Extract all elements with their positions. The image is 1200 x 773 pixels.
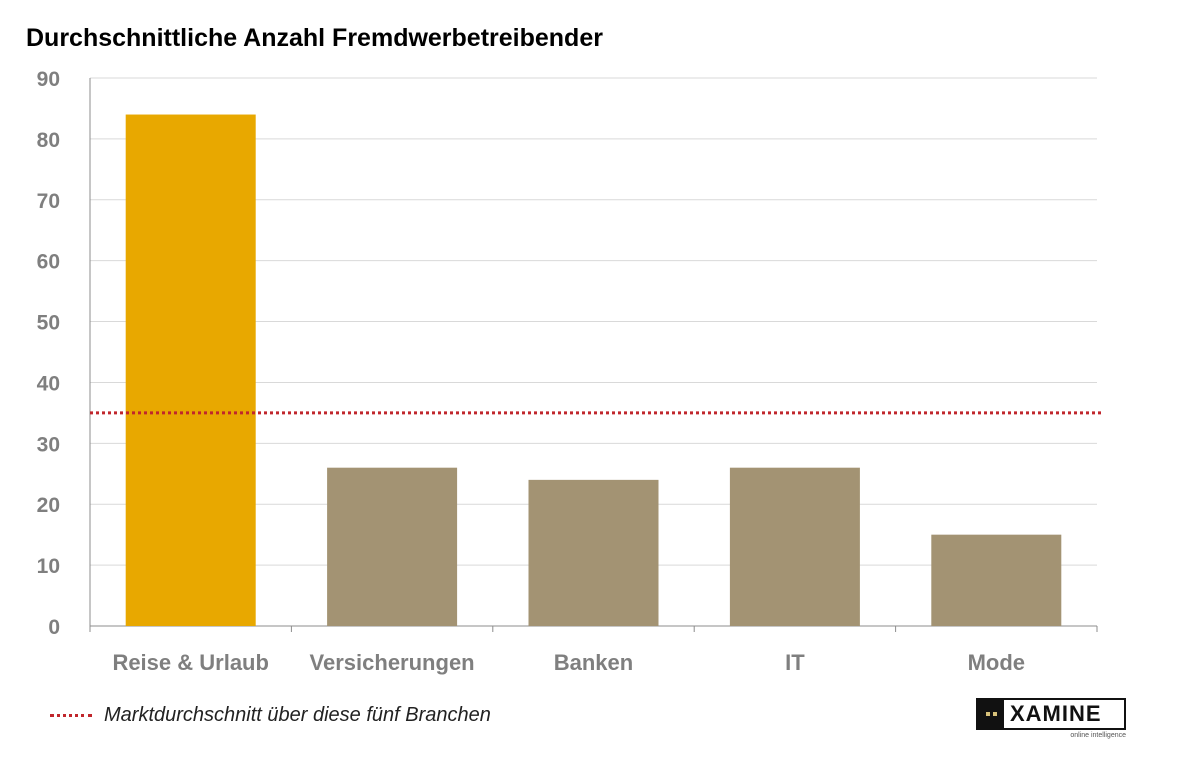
y-tick-label: 90 — [37, 68, 60, 91]
chart-title: Durchschnittliche Anzahl Fremdwerbetreib… — [26, 24, 603, 52]
legend: Marktdurchschnitt über diese fünf Branch… — [50, 704, 491, 727]
logo-text: XAMINE — [1010, 701, 1102, 726]
y-tick-label: 40 — [37, 372, 60, 395]
logo-tagline: online intelligence — [1070, 732, 1126, 739]
y-tick-label: 70 — [37, 190, 60, 213]
xamine-logo: XAMINE online intelligence — [976, 698, 1126, 739]
bar — [327, 467, 458, 626]
y-tick-label: 50 — [37, 312, 60, 335]
bar — [931, 534, 1062, 626]
y-tick-label: 10 — [37, 555, 60, 578]
y-tick-label: 20 — [37, 494, 60, 517]
y-tick-label: 80 — [37, 129, 60, 152]
legend-label: Marktdurchschnitt über diese fünf Branch… — [104, 704, 491, 726]
x-tick-label: Banken — [554, 650, 633, 675]
x-tick-label: Versicherungen — [310, 650, 475, 675]
x-tick-label: Reise & Urlaub — [112, 650, 269, 675]
y-tick-label: 30 — [37, 433, 60, 456]
x-tick-label: IT — [785, 650, 805, 675]
y-tick-label: 0 — [48, 616, 60, 639]
y-tick-label: 60 — [37, 251, 60, 274]
legend-swatch-dotted-line — [50, 714, 92, 717]
bar — [125, 114, 256, 627]
bar — [729, 467, 860, 626]
logo-dots-icon — [978, 700, 1004, 728]
x-tick-label: Mode — [968, 650, 1025, 675]
bar — [528, 479, 659, 626]
